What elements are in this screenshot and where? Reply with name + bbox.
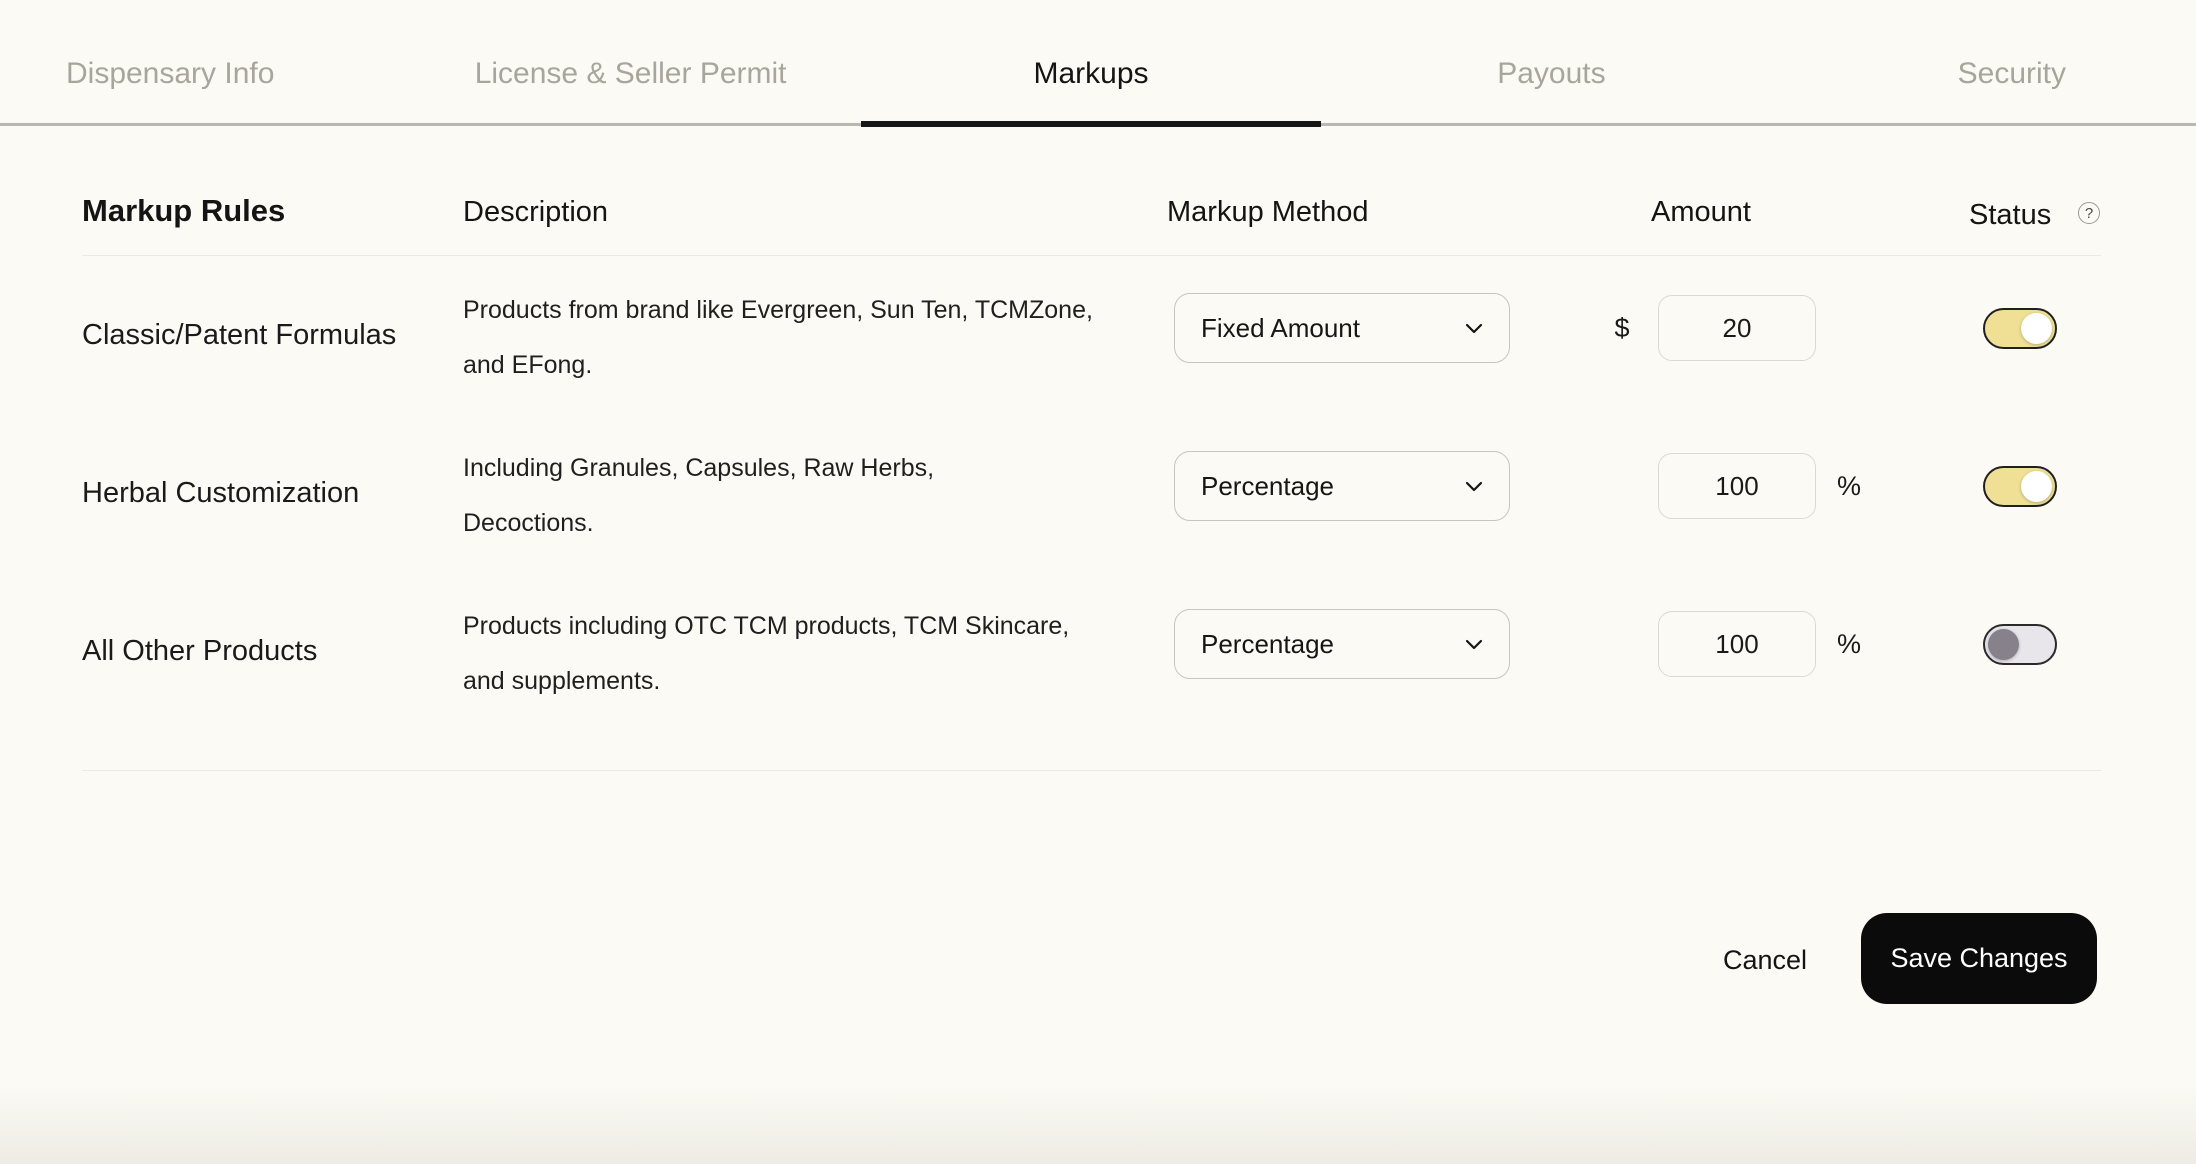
bottom-edge-shadow	[0, 1084, 2196, 1164]
markup-rule-row: All Other Products Products including OT…	[0, 565, 2196, 723]
column-header-markup-rules: Markup Rules	[82, 193, 286, 228]
status-toggle[interactable]	[1983, 308, 2057, 349]
rule-description-line: and supplements.	[463, 667, 661, 695]
markup-rule-row: Classic/Patent Formulas Products from br…	[0, 249, 2196, 407]
column-header-description: Description	[463, 196, 609, 228]
percent-symbol: %	[1836, 471, 1861, 501]
column-header-status: Status	[1969, 199, 2052, 231]
markup-method-select[interactable]: Percentage	[1174, 609, 1510, 679]
chevron-down-icon	[1465, 639, 1483, 650]
save-changes-button[interactable]: Save Changes	[1861, 913, 2097, 1004]
toggle-knob	[2021, 313, 2052, 344]
rule-description: Including Granules, Capsules, Raw Herbs,…	[463, 441, 934, 551]
amount-input[interactable]	[1658, 295, 1816, 361]
active-tab-underline	[861, 121, 1321, 127]
chevron-down-icon	[1465, 481, 1483, 492]
amount-input[interactable]	[1658, 453, 1816, 519]
rule-description-line: Products including OTC TCM products, TCM…	[463, 612, 1070, 640]
column-header-amount: Amount	[1651, 196, 1751, 228]
tab-markups[interactable]: Markups	[1033, 56, 1149, 90]
markup-method-select[interactable]: Fixed Amount	[1174, 293, 1510, 363]
cancel-button[interactable]: Cancel	[1705, 943, 1825, 977]
header-divider	[82, 255, 2101, 256]
chevron-down-icon	[1465, 323, 1483, 334]
column-header-markup-method: Markup Method	[1167, 196, 1369, 228]
percent-symbol: %	[1836, 629, 1861, 659]
toggle-knob	[1988, 629, 2019, 660]
rule-description-line: and EFong.	[463, 351, 593, 379]
rule-description: Products from brand like Evergreen, Sun …	[463, 283, 1093, 393]
status-toggle[interactable]	[1983, 624, 2057, 665]
rule-name: Classic/Patent Formulas	[82, 319, 397, 351]
settings-tabbar: Dispensary Info License & Seller Permit …	[0, 0, 2196, 121]
rule-description: Products including OTC TCM products, TCM…	[463, 599, 1069, 709]
tab-security[interactable]: Security	[1957, 56, 2067, 90]
currency-symbol: $	[1614, 313, 1630, 343]
rule-description-line: Products from brand like Evergreen, Sun …	[463, 296, 1093, 324]
status-toggle[interactable]	[1983, 466, 2057, 507]
rule-name: All Other Products	[82, 635, 318, 667]
markup-rule-row: Herbal Customization Including Granules,…	[0, 407, 2196, 565]
rule-name: Herbal Customization	[82, 477, 360, 509]
markup-method-value: Fixed Amount	[1201, 312, 1360, 343]
toggle-knob	[2021, 471, 2052, 502]
tab-dispensary-info[interactable]: Dispensary Info	[65, 56, 275, 90]
rule-description-line: Including Granules, Capsules, Raw Herbs,	[463, 454, 935, 482]
rule-description-line: Decoctions.	[463, 509, 594, 537]
markup-method-select[interactable]: Percentage	[1174, 451, 1510, 521]
amount-input[interactable]	[1658, 611, 1816, 677]
tab-payouts[interactable]: Payouts	[1497, 56, 1606, 90]
markup-method-value: Percentage	[1201, 628, 1334, 659]
status-help-icon[interactable]: ?	[2078, 202, 2100, 224]
tab-license-seller-permit[interactable]: License & Seller Permit	[474, 56, 787, 90]
table-bottom-divider	[82, 770, 2101, 771]
markup-method-value: Percentage	[1201, 470, 1334, 501]
